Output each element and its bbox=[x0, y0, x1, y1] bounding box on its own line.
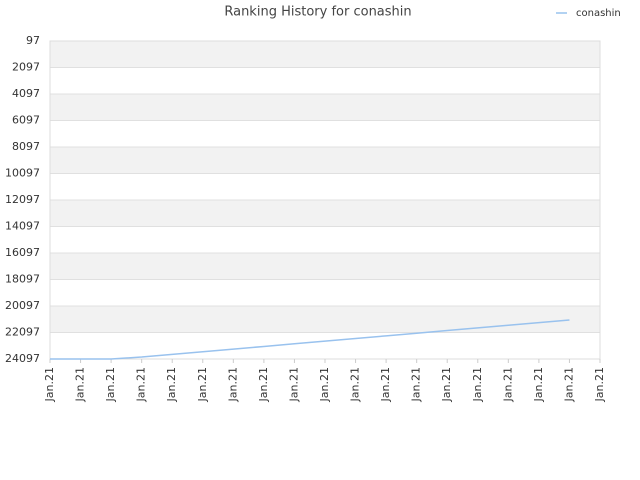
x-tick-label: Jan.21 bbox=[165, 367, 178, 402]
x-tick-label: Jan.21 bbox=[318, 367, 331, 402]
y-tick-label: 8097 bbox=[12, 140, 40, 153]
series-line bbox=[50, 319, 570, 360]
x-tick-label: Jan.21 bbox=[196, 367, 209, 402]
x-tick-label: Jan.21 bbox=[74, 367, 87, 402]
x-tick-label: Jan.21 bbox=[379, 367, 392, 402]
x-tick-label: Jan.21 bbox=[532, 367, 545, 402]
y-tick-label: 18097 bbox=[5, 273, 40, 286]
x-tick-label: Jan.21 bbox=[257, 367, 270, 402]
y-tick-label: 14097 bbox=[5, 220, 40, 233]
x-tick-label: Jan.21 bbox=[43, 367, 56, 402]
x-tick-label: Jan.21 bbox=[501, 367, 514, 402]
x-tick-label: Jan.21 bbox=[226, 367, 239, 402]
legend-label: conashin bbox=[576, 8, 621, 19]
grid-band bbox=[50, 253, 600, 280]
grid-band bbox=[50, 306, 600, 333]
y-tick-label: 12097 bbox=[5, 193, 40, 206]
y-tick-label: 22097 bbox=[5, 326, 40, 339]
y-tick-label: 4097 bbox=[12, 87, 40, 100]
grid-band bbox=[50, 200, 600, 227]
chart-title: Ranking History for conashin bbox=[224, 5, 411, 20]
x-tick-label: Jan.21 bbox=[135, 367, 148, 402]
grid-band bbox=[50, 94, 600, 121]
x-tick-label: Jan.21 bbox=[349, 367, 362, 402]
y-tick-label: 10097 bbox=[5, 167, 40, 180]
x-tick-label: Jan.21 bbox=[287, 367, 300, 402]
y-tick-label: 16097 bbox=[5, 246, 40, 259]
y-tick-label: 2097 bbox=[12, 61, 40, 74]
y-tick-label: 20097 bbox=[5, 299, 40, 312]
x-tick-label: Jan.21 bbox=[440, 367, 453, 402]
y-tick-label: 24097 bbox=[5, 352, 40, 365]
y-tick-label: 6097 bbox=[12, 114, 40, 127]
x-tick-label: Jan.21 bbox=[593, 367, 606, 402]
x-tick-label: Jan.21 bbox=[471, 367, 484, 402]
x-tick-label: Jan.21 bbox=[410, 367, 423, 402]
grid-band bbox=[50, 147, 600, 174]
x-tick-label: Jan.21 bbox=[104, 367, 117, 402]
y-tick-label: 97 bbox=[26, 34, 40, 47]
grid-band bbox=[50, 41, 600, 68]
x-tick-label: Jan.21 bbox=[562, 367, 575, 402]
